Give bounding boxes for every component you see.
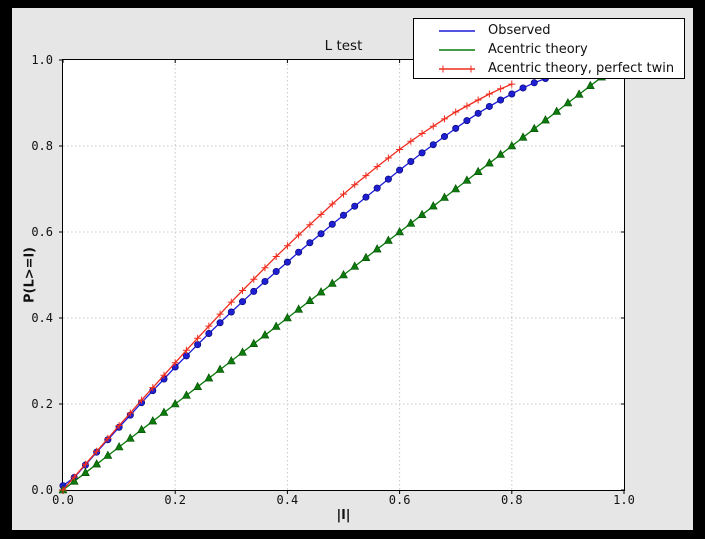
legend-line-acentric-theory-icon <box>439 48 475 51</box>
x-tick-labels: 0.0 0.2 0.4 0.6 0.8 1.0 <box>52 493 635 509</box>
y-tick-labels: 0.0 0.2 0.4 0.6 0.8 1.0 <box>12 53 58 497</box>
y-tick-label: 0.4 <box>31 311 53 325</box>
x-tick-label: 0.0 <box>52 493 74 507</box>
legend-item-acentric-theory: Acentric theory <box>414 40 684 59</box>
x-tick-label: 0.2 <box>164 493 187 507</box>
legend-line-observed-icon <box>439 29 475 32</box>
x-tick-label: 0.4 <box>276 493 299 507</box>
y-tick-label: 0.2 <box>31 397 53 411</box>
x-tick-label: 0.6 <box>388 493 411 507</box>
y-tick-label: 0.6 <box>31 225 53 239</box>
legend: Observed Acentric theory Acentric theory… <box>413 18 685 79</box>
figure-canvas: L test P(L>=l) 0.0 0.2 0.4 0.6 0.8 1.0 0.0 0.2… <box>12 8 693 530</box>
series-markers-2 <box>59 80 516 494</box>
plot-area <box>58 59 625 494</box>
plot-svg <box>58 59 625 494</box>
x-tick-label: 0.8 <box>500 493 523 507</box>
y-tick-label: 0.8 <box>31 139 53 153</box>
chart-title: L test <box>324 38 363 54</box>
legend-line-perfect-twin-icon <box>439 65 475 72</box>
legend-label-acentric-theory: Acentric theory <box>488 42 588 57</box>
legend-label-perfect-twin: Acentric theory, perfect twin <box>488 61 675 76</box>
legend-item-perfect-twin: Acentric theory, perfect twin <box>414 59 684 78</box>
y-tick-label: 0.0 <box>31 483 53 497</box>
y-tick-label: 1.0 <box>31 53 53 67</box>
x-tick-label: 1.0 <box>613 493 635 507</box>
series-markers-0 <box>59 74 549 490</box>
x-axis-label: |l| <box>336 508 351 523</box>
legend-label-observed: Observed <box>488 23 551 38</box>
legend-item-observed: Observed <box>414 21 684 40</box>
series-line-0 <box>62 77 546 487</box>
series-markers-1 <box>58 72 606 494</box>
